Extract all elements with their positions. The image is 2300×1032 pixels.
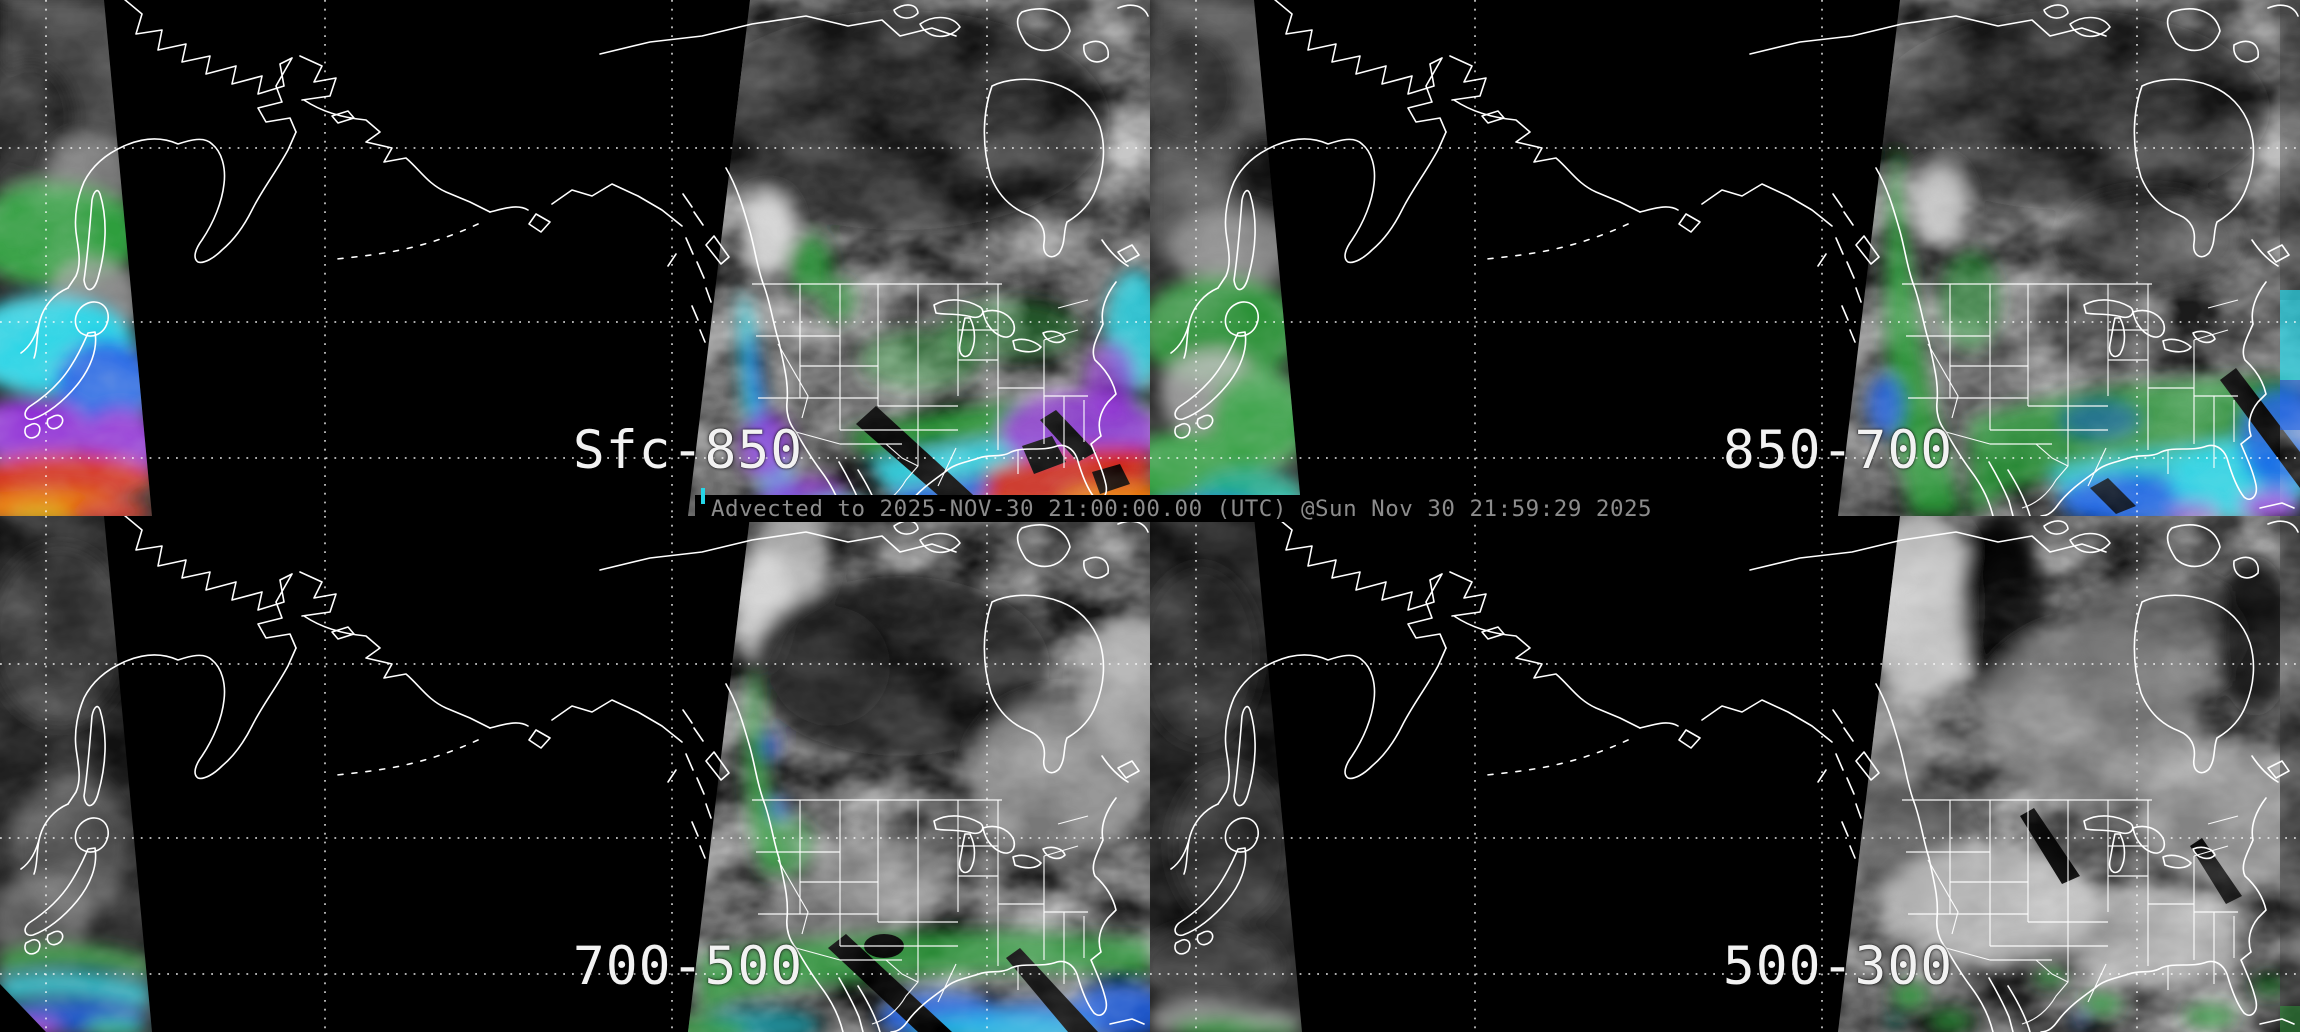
panel-label-500-300: 500-300 (1722, 936, 1954, 997)
advection-timestamp: Advected to 2025-NOV-30 21:00:00.00 (UTC… (711, 496, 1653, 522)
satellite-map-500-300 (1150, 516, 2300, 1032)
timestamp-bar: Advected to 2025-NOV-30 21:00:00.00 (UTC… (695, 488, 1662, 522)
satellite-map-850-700 (1150, 0, 2300, 516)
panel-label-850-700: 850-700 (1722, 420, 1954, 481)
east-swath-sliver (2280, 0, 2300, 516)
north-america-swath (688, 516, 1150, 1032)
panel-label-sfc-850: Sfc-850 (572, 420, 804, 481)
north-america-swath (1838, 516, 2300, 1032)
panel-850-700: 850-700 (1150, 0, 2300, 516)
colorbar-tick (701, 488, 705, 504)
satellite-map-700-500 (0, 516, 1150, 1032)
east-swath-sliver (2280, 516, 2300, 1032)
panel-sfc-850: Sfc-850 (0, 0, 1150, 516)
satellite-map-sfc-850 (0, 0, 1150, 516)
panel-700-500: 700-500 (0, 516, 1150, 1032)
panel-500-300: 500-300 (1150, 516, 2300, 1032)
panel-label-700-500: 700-500 (572, 936, 804, 997)
